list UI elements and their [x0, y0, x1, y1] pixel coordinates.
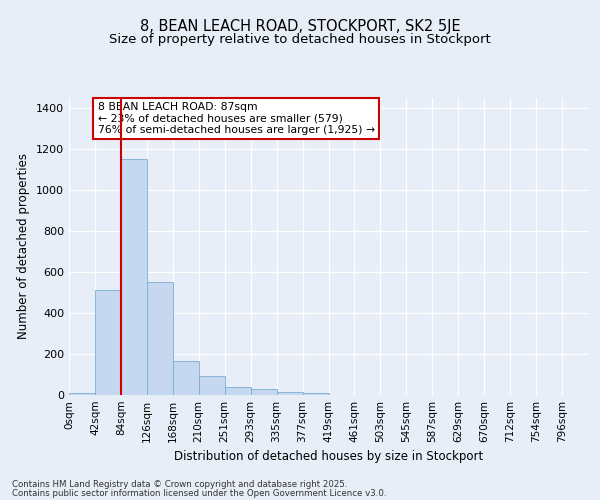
Text: Contains HM Land Registry data © Crown copyright and database right 2025.: Contains HM Land Registry data © Crown c…: [12, 480, 347, 489]
Bar: [225, 388, 251, 395]
Bar: [95, 290, 121, 395]
X-axis label: Distribution of detached houses by size in Stockport: Distribution of detached houses by size …: [174, 450, 483, 464]
Bar: [199, 376, 224, 395]
Bar: [69, 394, 95, 395]
Text: 8 BEAN LEACH ROAD: 87sqm
← 23% of detached houses are smaller (579)
76% of semi-: 8 BEAN LEACH ROAD: 87sqm ← 23% of detach…: [98, 102, 374, 135]
Text: Contains public sector information licensed under the Open Government Licence v3: Contains public sector information licen…: [12, 488, 386, 498]
Bar: [277, 392, 302, 395]
Bar: [251, 390, 277, 395]
Text: 8, BEAN LEACH ROAD, STOCKPORT, SK2 5JE: 8, BEAN LEACH ROAD, STOCKPORT, SK2 5JE: [140, 19, 460, 34]
Y-axis label: Number of detached properties: Number of detached properties: [17, 153, 31, 340]
Bar: [147, 282, 173, 395]
Text: Size of property relative to detached houses in Stockport: Size of property relative to detached ho…: [109, 32, 491, 46]
Bar: [121, 159, 147, 395]
Bar: [302, 394, 329, 395]
Bar: [173, 361, 199, 395]
